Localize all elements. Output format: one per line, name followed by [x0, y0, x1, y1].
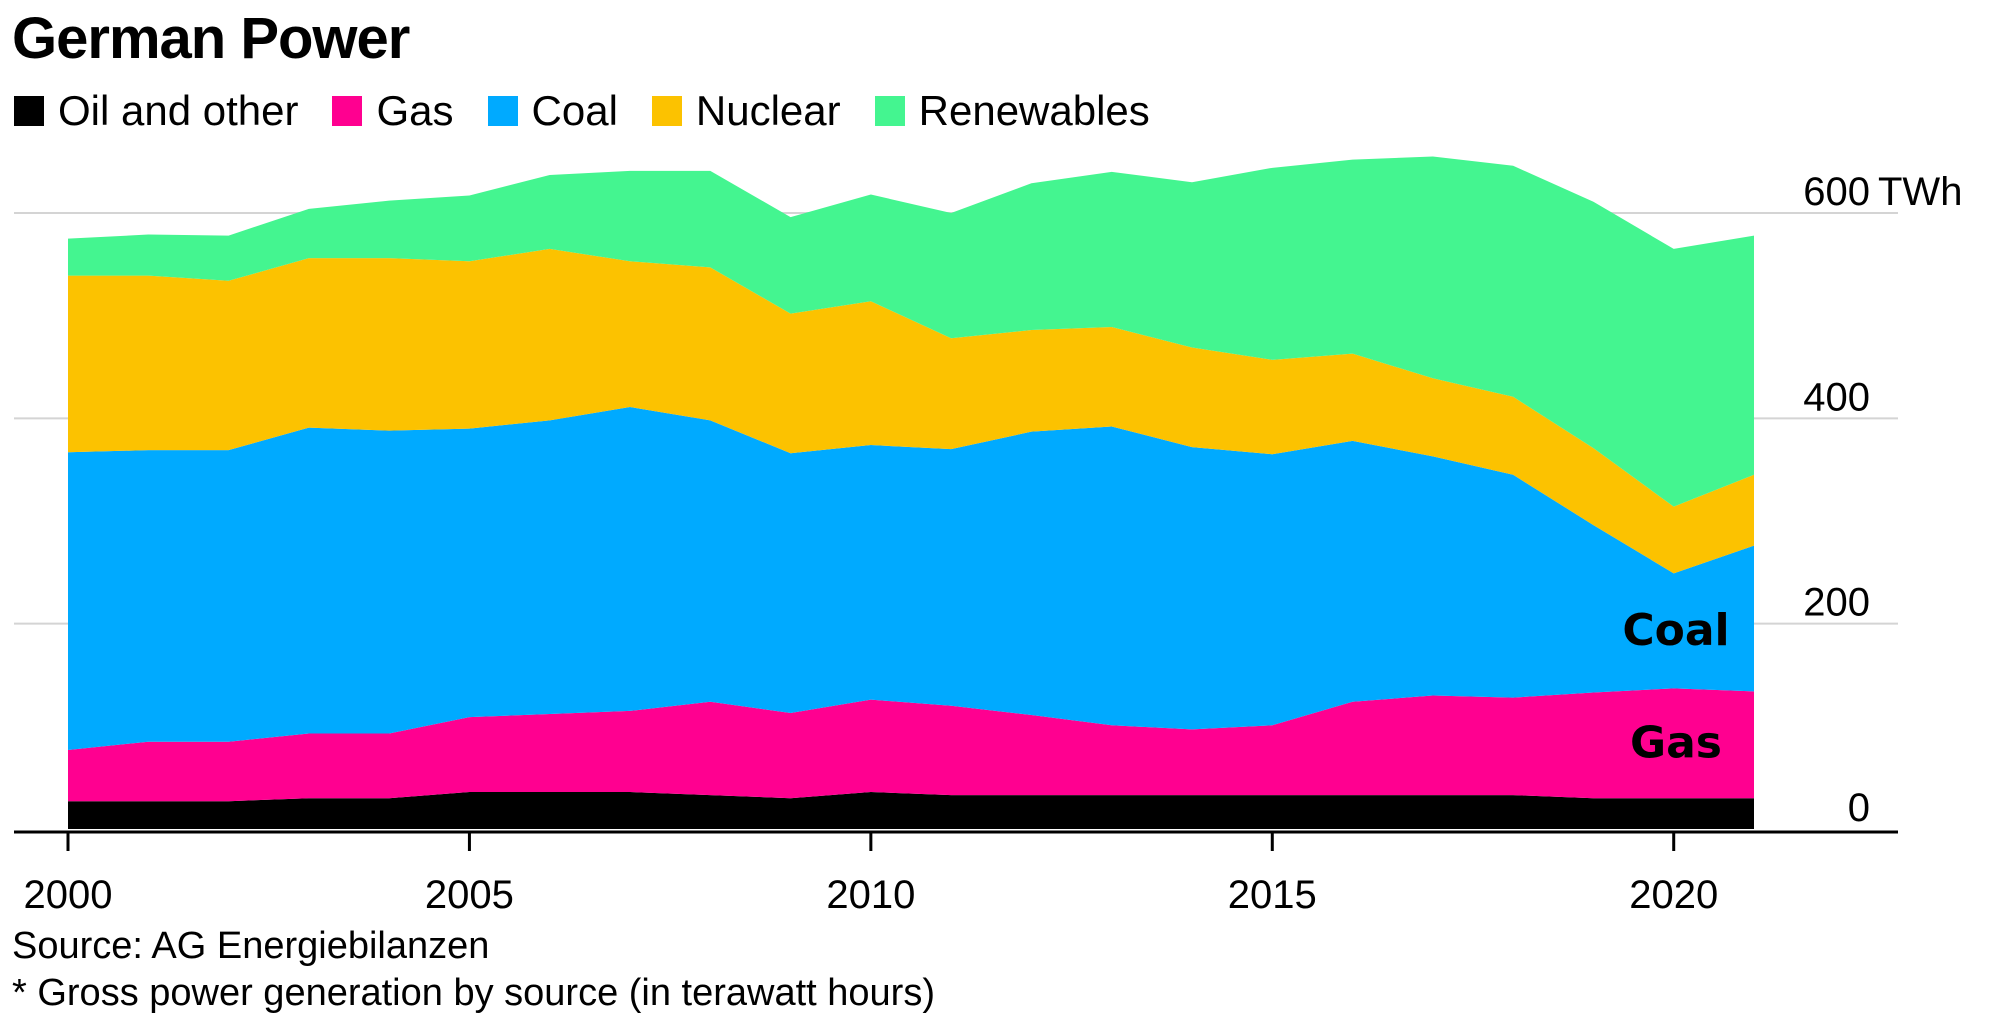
x-tick-label-2015: 2015	[1228, 873, 1317, 917]
x-tick-label-2020: 2020	[1629, 873, 1718, 917]
x-axis-baseline	[14, 830, 1898, 851]
area-series	[68, 156, 1754, 829]
x-tick-label-2005: 2005	[425, 873, 514, 917]
area-renewables	[68, 156, 1754, 507]
annotation-gas: Gas	[1630, 717, 1722, 768]
legend-swatch-coal	[487, 96, 518, 126]
legend-label-nuclear: Nuclear	[695, 87, 841, 134]
y-tick-label-0: 0	[1848, 786, 1870, 830]
legend-swatch-gas	[332, 96, 363, 126]
annotation-coal: Coal	[1622, 605, 1729, 656]
area-nuclear	[68, 248, 1754, 574]
legend-swatch-oil	[14, 96, 44, 126]
y-unit-label: TWh	[1878, 170, 1962, 214]
x-tick-label-2010: 2010	[826, 873, 915, 917]
x-axis-tick-labels: 2000 2005 2010 2015 2020	[24, 873, 1719, 917]
legend-label-coal: Coal	[531, 87, 618, 134]
area-gas	[68, 688, 1754, 802]
legend-item-nuclear: Nuclear	[651, 87, 841, 134]
y-tick-label-400: 400	[1803, 375, 1870, 419]
source-note: Source: AG Energiebilanzen	[12, 925, 490, 967]
legend-label-oil: Oil and other	[58, 87, 299, 134]
area-annotations: Coal Gas	[1622, 605, 1729, 768]
legend-swatch-nuclear	[651, 96, 682, 126]
area-coal	[68, 407, 1754, 750]
chart-title: German Power	[12, 6, 410, 71]
legend-item-coal: Coal	[487, 87, 618, 134]
y-tick-label-600: 600	[1803, 170, 1870, 214]
legend-item-oil: Oil and other	[14, 90, 298, 132]
legend-item-gas: Gas	[332, 87, 454, 134]
y-tick-label-200: 200	[1803, 581, 1870, 625]
x-tick-label-2000: 2000	[24, 873, 113, 917]
legend-swatch-renewables	[874, 96, 905, 126]
legend: Oil and other Gas Coal Nuclear Renewable…	[14, 90, 1184, 132]
footnote: * Gross power generation by source (in t…	[12, 972, 935, 1014]
area-oil-and-other	[68, 792, 1754, 829]
legend-label-gas: Gas	[376, 87, 454, 134]
legend-item-renewables: Renewables	[874, 87, 1150, 134]
y-axis-tick-labels: 0 200 400 600 TWh	[1803, 170, 1962, 830]
legend-label-renewables: Renewables	[918, 87, 1150, 134]
